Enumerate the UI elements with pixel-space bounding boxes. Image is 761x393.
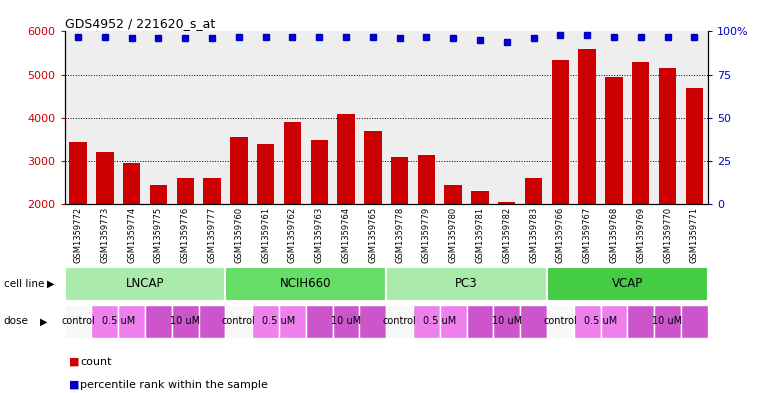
Bar [364,131,381,291]
Bar [654,305,681,338]
Bar [118,305,145,338]
Text: ▶: ▶ [40,316,47,326]
Bar [471,191,489,291]
Bar [574,305,600,338]
Bar [203,178,221,291]
Text: LNCAP: LNCAP [126,277,164,290]
Bar [310,140,328,291]
Text: 0.5 uM: 0.5 uM [423,316,457,326]
Bar [632,62,649,291]
Text: control: control [222,316,256,326]
Bar [123,163,140,291]
Bar [418,155,435,291]
Bar [252,305,279,338]
Bar [521,305,547,338]
Bar [65,267,225,301]
Bar [96,152,113,291]
Text: ■: ■ [68,356,79,367]
Bar [498,202,515,291]
Text: ■: ■ [68,380,79,390]
Text: NCIH660: NCIH660 [280,277,332,290]
Bar [627,305,654,338]
Text: VCAP: VCAP [612,277,643,290]
Bar [172,305,199,338]
Bar [578,49,596,291]
Text: 10 uM: 10 uM [170,316,200,326]
Text: count: count [80,356,111,367]
Text: 0.5 uM: 0.5 uM [102,316,135,326]
Bar [333,305,359,338]
Bar [69,142,87,291]
Bar [387,305,413,338]
Text: ▶: ▶ [47,279,55,289]
Bar [605,77,622,291]
Text: 0.5 uM: 0.5 uM [263,316,296,326]
Bar [681,305,708,338]
Bar [525,178,543,291]
Bar [391,157,409,291]
Text: dose: dose [4,316,29,326]
Text: 10 uM: 10 uM [492,316,522,326]
Text: control: control [61,316,95,326]
Bar [686,88,703,291]
Bar [337,114,355,291]
Bar [547,267,708,301]
Bar [659,68,677,291]
Bar [413,305,440,338]
Bar [91,305,118,338]
Bar [284,122,301,291]
Bar [547,305,574,338]
Text: percentile rank within the sample: percentile rank within the sample [80,380,268,390]
Bar [199,305,225,338]
Bar [466,305,493,338]
Bar [387,267,547,301]
Bar [225,305,252,338]
Bar [444,185,462,291]
Text: PC3: PC3 [455,277,478,290]
Bar [177,178,194,291]
Text: 0.5 uM: 0.5 uM [584,316,617,326]
Text: 10 uM: 10 uM [652,316,683,326]
Text: control: control [543,316,578,326]
Bar [257,144,275,291]
Text: 10 uM: 10 uM [331,316,361,326]
Bar [225,267,387,301]
Bar [359,305,387,338]
Bar [440,305,466,338]
Bar [552,59,569,291]
Bar [65,305,91,338]
Text: cell line: cell line [4,279,44,289]
Bar [230,138,247,291]
Bar [145,305,172,338]
Bar [600,305,627,338]
Bar [279,305,306,338]
Text: GDS4952 / 221620_s_at: GDS4952 / 221620_s_at [65,17,215,30]
Bar [493,305,521,338]
Text: control: control [383,316,416,326]
Bar [150,185,167,291]
Bar [306,305,333,338]
